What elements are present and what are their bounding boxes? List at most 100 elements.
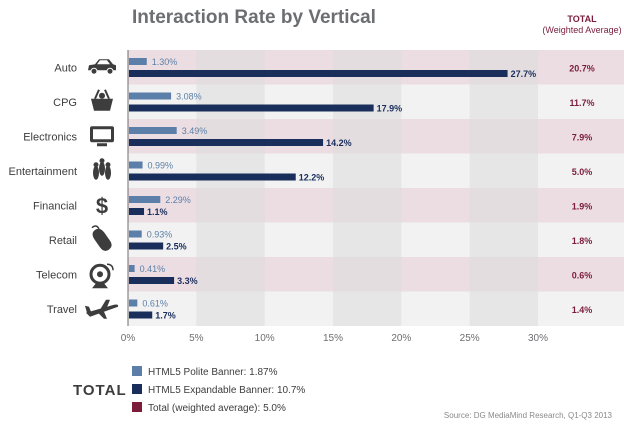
basket-handle <box>94 89 110 100</box>
bar-expandable <box>129 173 296 181</box>
car-wheel <box>90 67 98 75</box>
mouse-body <box>92 228 112 251</box>
bowling-pins-icon <box>93 158 111 180</box>
monitor-screen <box>93 129 111 140</box>
bar-polite <box>129 299 138 307</box>
legend-label-total: Total (weighted average): 5.0% <box>148 403 286 414</box>
bowling-pin-head <box>105 162 111 168</box>
airplane-icon <box>85 299 119 319</box>
data-label-expandable: 1.7% <box>155 311 176 321</box>
legend-swatch-expandable <box>132 384 142 394</box>
bar-polite <box>129 196 161 203</box>
bowling-pin-head <box>99 158 105 164</box>
total-value: 0.6% <box>572 270 593 280</box>
bars-layer <box>129 58 508 319</box>
dollar-icon: $ <box>96 193 108 218</box>
total-value: 20.7% <box>569 63 595 73</box>
basket-body <box>91 98 113 111</box>
legend: TOTAL HTML5 Polite Banner: 1.87% HTML5 E… <box>73 366 305 414</box>
basket-item <box>99 92 105 99</box>
bar-expandable <box>129 242 164 250</box>
total-value: 1.9% <box>572 201 593 211</box>
x-tick-label: 25% <box>460 333 480 344</box>
category-label: Entertainment <box>9 166 77 178</box>
column-band <box>469 50 538 326</box>
total-value: 1.4% <box>572 305 593 315</box>
plane-body <box>86 304 119 317</box>
category-label: Travel <box>47 304 77 316</box>
icons-layer: $ <box>85 59 119 319</box>
car-body <box>88 59 116 71</box>
data-label-expandable: 12.2% <box>299 173 325 183</box>
bar-polite <box>129 58 147 65</box>
total-column-subheader: (Weighted Average) <box>542 25 621 35</box>
bar-polite <box>129 265 135 272</box>
category-label: CPG <box>53 97 77 109</box>
x-tick-label: 5% <box>189 333 204 344</box>
legend-swatch-total <box>132 402 142 412</box>
data-label-polite: 0.61% <box>142 299 168 309</box>
dish-signal <box>106 263 114 271</box>
car-window <box>97 60 110 65</box>
chart-title: Interaction Rate by Vertical <box>132 7 376 28</box>
mouse-cord <box>91 225 100 230</box>
data-label-polite: 0.41% <box>140 264 166 274</box>
total-value: 11.7% <box>569 98 594 108</box>
bar-polite <box>129 161 143 169</box>
data-label-expandable: 14.2% <box>326 138 352 148</box>
bowling-pin <box>99 161 105 176</box>
bar-polite <box>129 230 142 238</box>
dollar-glyph: $ <box>96 193 108 218</box>
x-tick-label: 20% <box>391 333 411 344</box>
dish-base <box>92 283 108 289</box>
legend-label-polite: HTML5 Polite Banner: 1.87% <box>148 367 278 378</box>
x-tick-label: 10% <box>255 333 275 344</box>
bar-expandable <box>129 104 374 112</box>
x-tick-label: 15% <box>323 333 343 344</box>
x-tick-label: 30% <box>528 333 548 344</box>
data-label-polite: 1.30% <box>152 57 178 67</box>
labels-layer: 0% 5% 10% 15% 20% 25% 30% Auto 1.30% 27.7% 20.7% CP… <box>9 57 595 344</box>
bar-expandable <box>129 139 324 146</box>
legend-heading: TOTAL <box>73 382 127 399</box>
category-label: Telecom <box>36 269 77 281</box>
data-label-polite: 3.08% <box>176 92 202 102</box>
category-label: Auto <box>54 62 77 74</box>
column-band <box>333 50 402 326</box>
total-column-header: TOTAL <box>567 14 597 24</box>
bowling-pin-head <box>93 162 99 168</box>
bar-expandable <box>129 70 508 77</box>
data-label-polite: 0.99% <box>148 161 174 171</box>
data-label-expandable: 3.3% <box>177 276 198 286</box>
bowling-pin <box>93 165 99 180</box>
plane-wing <box>100 299 110 310</box>
data-label-polite: 0.93% <box>147 230 173 240</box>
bar-expandable <box>129 208 145 215</box>
data-label-expandable: 17.9% <box>377 104 403 114</box>
data-label-expandable: 27.7% <box>511 69 537 79</box>
source-note: Source: DG MediaMind Research, Q1-Q3 201… <box>444 411 613 420</box>
satellite-dish-icon <box>89 263 114 289</box>
computer-mouse-icon <box>91 225 112 251</box>
total-value: 7.9% <box>572 132 593 142</box>
bar-polite <box>129 92 172 100</box>
x-tick-label: 0% <box>121 333 136 344</box>
data-label-expandable: 1.1% <box>147 207 168 217</box>
data-label-polite: 2.29% <box>165 195 191 205</box>
category-label: Electronics <box>23 131 77 143</box>
shopping-basket-icon <box>91 89 113 111</box>
column-band <box>196 50 265 326</box>
background-bands <box>127 50 624 326</box>
car-wheel <box>106 67 114 75</box>
data-label-polite: 3.49% <box>182 126 208 136</box>
monitor-stand <box>97 143 107 147</box>
total-value: 1.8% <box>572 236 593 246</box>
bowling-pin <box>105 165 111 180</box>
total-value: 5.0% <box>572 167 593 177</box>
bar-polite <box>129 127 177 134</box>
plane-tail <box>85 305 91 313</box>
legend-swatch-polite <box>132 366 142 376</box>
category-label: Retail <box>49 235 77 247</box>
data-label-expandable: 2.5% <box>166 242 187 252</box>
